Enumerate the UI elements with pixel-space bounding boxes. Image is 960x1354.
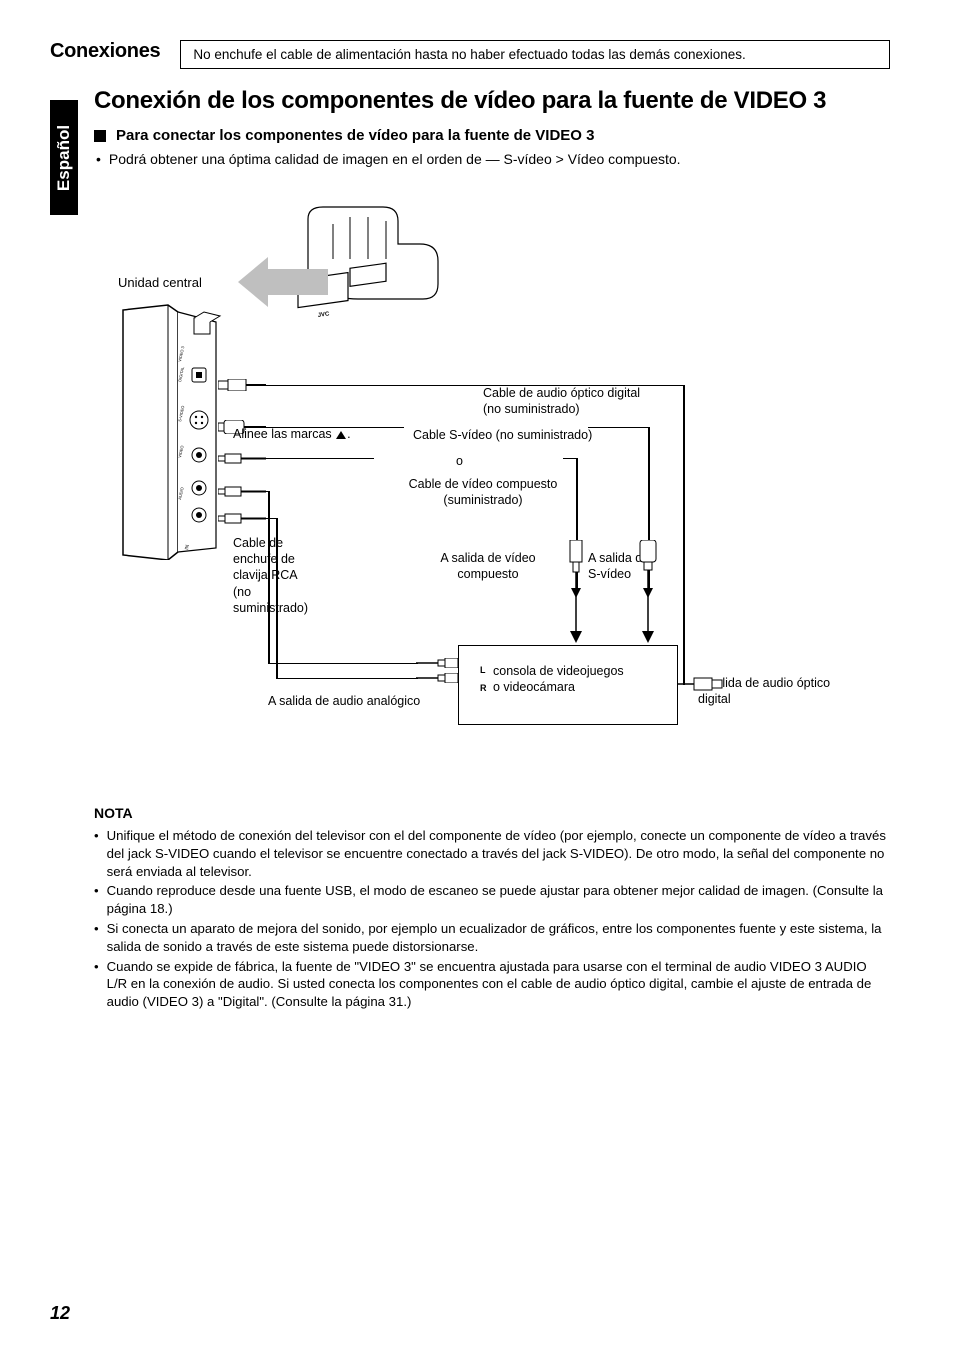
language-label: Español xyxy=(54,124,74,190)
central-unit-label: Unidad central xyxy=(118,275,202,290)
composite-cable-label: Cable de vídeo compuesto (suministrado) xyxy=(393,476,573,509)
section-title: Conexión de los componentes de vídeo par… xyxy=(94,87,890,115)
warning-box: No enchufe el cable de alimentación hast… xyxy=(180,40,890,69)
page-section-title: Conexiones xyxy=(50,40,160,63)
square-bullet-icon xyxy=(94,130,106,142)
bullet-icon xyxy=(94,958,99,1011)
bullet-icon xyxy=(94,920,99,956)
audio-r-jack-icon xyxy=(416,673,458,683)
down-arrow-icon xyxy=(640,593,656,643)
page-number: 12 xyxy=(50,1303,70,1324)
console-box xyxy=(458,645,678,725)
analog-out-label: A salida de audio analógico xyxy=(268,693,420,709)
svg-text:JVC: JVC xyxy=(317,311,330,319)
nota-item-text: Cuando se expide de fábrica, la fuente d… xyxy=(107,958,890,1011)
nota-title: NOTA xyxy=(94,805,890,821)
audio-l-jack-icon xyxy=(416,658,458,668)
composite-jack-icon xyxy=(556,540,596,600)
down-arrow-icon xyxy=(568,593,584,643)
nota-section: NOTA Unifique el método de conexión del … xyxy=(94,805,890,1011)
rca-cable-label: Cable de enchufe de clavija RCA (no sumi… xyxy=(233,535,333,616)
rca-audio-l-plug-icon xyxy=(218,486,266,497)
language-tab: Español xyxy=(50,100,78,215)
subsection-title: Para conectar los componentes de vídeo p… xyxy=(116,127,594,144)
optical-cable-label: Cable de audio óptico digital (no sumini… xyxy=(483,385,640,418)
rca-video-plug-icon xyxy=(218,453,266,464)
connection-diagram: JVC Unidad central VIDEO 3 DIGITAL xyxy=(98,195,898,795)
rca-audio-r-plug-icon xyxy=(218,513,266,524)
composite-out-label: A salida de vídeo compuesto xyxy=(423,550,553,583)
nota-item-text: Cuando reproduce desde una fuente USB, e… xyxy=(107,882,890,918)
or-label: o xyxy=(456,453,463,469)
align-marks-label: Alinee las marcas . xyxy=(233,427,351,441)
svideo-jack-icon xyxy=(628,540,668,600)
nota-list: Unifique el método de conexión del telev… xyxy=(94,827,890,1011)
nota-item-text: Si conecta un aparato de mejora del soni… xyxy=(107,920,890,956)
svideo-cable-label: Cable S-vídeo (no suministrado) xyxy=(413,427,592,443)
nota-item-text: Unifique el método de conexión del telev… xyxy=(107,827,890,880)
optical-out-jack-icon xyxy=(678,677,728,691)
bullet-icon xyxy=(94,882,99,918)
triangle-icon xyxy=(336,431,346,439)
bullet-text: Podrá obtener una óptima calidad de imag… xyxy=(109,150,681,169)
bullet-icon xyxy=(94,827,99,880)
bullet-icon xyxy=(96,150,101,169)
insert-arrow-icon xyxy=(238,257,328,307)
optical-plug-icon xyxy=(218,379,266,391)
